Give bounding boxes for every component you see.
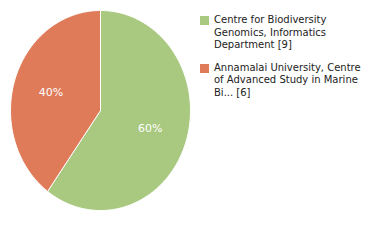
svg-text:60%: 60% <box>138 122 162 135</box>
html-text:Annamalai University, Centre o: Annamalai University, Centre of Advanced… <box>214 61 361 98</box>
svg-text:40%: 40% <box>39 86 63 99</box>
html-text:Centre for Biodiversity Genomi: Centre for Biodiversity Genomics, Inform… <box>214 14 327 50</box>
